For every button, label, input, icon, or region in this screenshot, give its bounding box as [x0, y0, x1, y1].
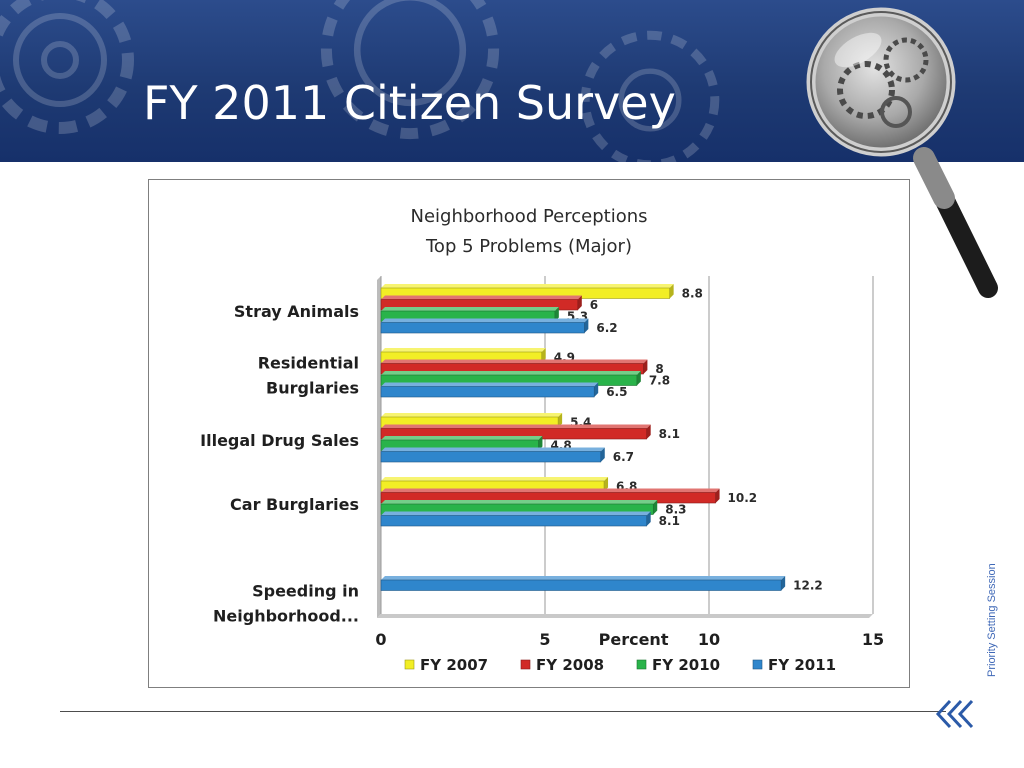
bar-top: [381, 284, 674, 288]
x-tick-label: 0: [375, 630, 386, 649]
category-label: Car Burglaries: [230, 495, 359, 514]
legend-swatch: [752, 659, 763, 670]
bar-end: [781, 576, 786, 591]
category-label: Residential: [258, 354, 359, 373]
chart-title-line: Neighborhood Perceptions: [410, 206, 647, 227]
bar: [380, 322, 585, 334]
bar-top: [381, 359, 648, 364]
data-label: 6: [590, 298, 598, 312]
legend-label: FY 2010: [652, 656, 720, 674]
bar-end: [715, 488, 720, 503]
chart-wall: [377, 276, 381, 618]
data-label: 7.8: [649, 374, 670, 388]
data-label: 8.1: [659, 514, 680, 528]
bar-top: [381, 447, 605, 452]
data-label: 6.7: [613, 450, 634, 464]
bar-end: [604, 477, 609, 492]
gear-icon: [320, 0, 500, 140]
bar-top: [381, 511, 651, 516]
bar-end: [594, 382, 599, 397]
slide-title: FY 2011 Citizen Survey: [143, 76, 676, 130]
bar-end: [577, 295, 582, 310]
gear-icon: [0, 0, 134, 134]
bar: [380, 579, 782, 591]
legend-label: FY 2008: [536, 656, 604, 674]
data-label: 8.3: [665, 503, 686, 517]
bar-end: [558, 413, 563, 428]
data-label: 12.2: [793, 579, 823, 593]
bar-end: [584, 318, 589, 333]
data-label: 10.2: [728, 491, 758, 505]
bar-top: [381, 371, 641, 375]
x-tick-label: 5: [539, 630, 550, 649]
chart-floor: [377, 614, 873, 618]
legend-label: FY 2011: [768, 656, 836, 674]
category-label: Neighborhood...: [213, 607, 359, 626]
bar-top: [381, 348, 546, 352]
bar-top: [381, 436, 543, 440]
bar-end: [646, 424, 651, 439]
bar-top: [381, 318, 589, 323]
category-label: Burglaries: [266, 379, 359, 398]
category-label: Speeding in: [252, 582, 359, 601]
legend-swatch: [520, 659, 531, 670]
bar: [380, 515, 647, 527]
bar-end: [646, 511, 651, 526]
bar-top: [381, 477, 609, 481]
data-label: 6.2: [596, 321, 617, 335]
bar-end: [600, 447, 605, 462]
bar-end: [636, 371, 641, 386]
data-label: 6.5: [606, 385, 627, 399]
magnifying-glass-icon: [806, 7, 998, 298]
bar-top: [381, 500, 658, 504]
data-label: 8.1: [659, 427, 680, 441]
data-label: 8.8: [682, 287, 703, 301]
category-label: Illegal Drug Sales: [200, 431, 359, 450]
data-label: 8: [655, 362, 663, 376]
bar-top: [381, 488, 720, 493]
legend-label: FY 2007: [420, 656, 488, 674]
legend-swatch: [404, 659, 415, 670]
x-tick-label: 15: [862, 630, 884, 649]
x-axis-label: Percent: [599, 630, 669, 649]
bar-end: [541, 348, 546, 363]
side-label: Priority Setting Session: [986, 563, 998, 677]
double-chevron-left-icon[interactable]: [930, 697, 982, 731]
bar-end: [643, 359, 648, 374]
legend-swatch: [636, 659, 647, 670]
bar: [380, 451, 602, 463]
bar-top: [381, 382, 599, 387]
bar-top: [381, 295, 582, 300]
category-label: Stray Animals: [234, 302, 359, 321]
x-tick-label: 10: [698, 630, 720, 649]
bar-top: [381, 424, 651, 429]
gear-icon: [580, 30, 720, 162]
bar-top: [381, 307, 559, 311]
bar: [380, 386, 595, 398]
bar-end: [554, 307, 559, 322]
bar-top: [381, 576, 786, 580]
bar-chart: Neighborhood Perceptions Top 5 Problems (…: [200, 206, 884, 674]
bar-end: [653, 500, 658, 515]
chart-title-line: Top 5 Problems (Major): [425, 236, 632, 257]
bar-end: [669, 284, 674, 299]
bar-end: [538, 436, 543, 451]
bar-top: [381, 413, 563, 417]
footer-divider: [60, 711, 946, 712]
chart-panel: Neighborhood Perceptions Top 5 Problems (…: [148, 179, 910, 688]
